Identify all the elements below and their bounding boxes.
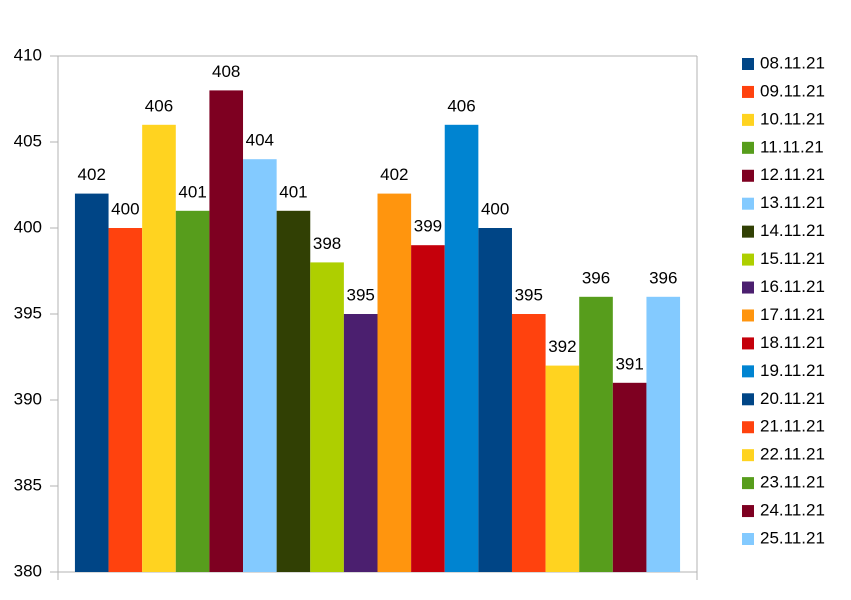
bar	[377, 193, 412, 572]
legend-label: 19.11.21	[760, 361, 825, 380]
legend-swatch	[742, 197, 754, 210]
legend-swatch	[742, 281, 754, 294]
legend-label: 13.11.21	[760, 193, 825, 212]
value-label: 400	[481, 199, 509, 218]
value-label: 396	[582, 268, 610, 287]
bar	[411, 245, 445, 572]
legend-swatch	[742, 449, 754, 462]
legend-label: 09.11.21	[760, 81, 825, 100]
legend-swatch	[742, 533, 754, 545]
bar	[612, 382, 647, 572]
value-label: 401	[279, 182, 307, 201]
bar	[142, 124, 176, 573]
bar	[646, 296, 681, 572]
y-tick-label: 380	[14, 561, 42, 580]
value-label: 406	[145, 96, 173, 115]
y-tick-label: 400	[14, 217, 42, 236]
value-label: 408	[212, 62, 240, 81]
value-label: 402	[380, 165, 408, 184]
bar	[74, 193, 109, 572]
legend-swatch	[742, 225, 754, 238]
value-label: 396	[649, 268, 677, 287]
bar	[343, 314, 378, 572]
legend-swatch	[742, 365, 754, 378]
y-tick-label: 405	[14, 131, 42, 150]
legend-swatch	[742, 477, 754, 490]
legend-label: 16.11.21	[760, 277, 825, 296]
legend-swatch	[742, 505, 754, 518]
legend-label: 10.11.21	[760, 109, 825, 128]
bar	[243, 159, 277, 572]
legend-label: 24.11.21	[760, 501, 825, 520]
value-label: 402	[78, 165, 106, 184]
legend-swatch	[742, 85, 754, 98]
legend-swatch	[742, 421, 754, 434]
value-label: 400	[111, 199, 139, 218]
legend-swatch	[742, 113, 754, 126]
legend-label: 21.11.21	[760, 417, 825, 436]
bar	[444, 124, 479, 573]
bar	[276, 210, 311, 573]
value-label: 395	[515, 285, 543, 304]
value-label: 406	[447, 96, 475, 115]
legend-swatch	[742, 309, 754, 322]
legend-swatch	[742, 337, 754, 350]
bar	[310, 262, 344, 572]
y-tick-label: 410	[14, 45, 42, 64]
legend-label: 25.11.21	[760, 528, 825, 547]
value-label: 392	[548, 337, 576, 356]
bar	[579, 296, 613, 572]
legend-label: 22.11.21	[760, 445, 825, 464]
value-label: 399	[414, 217, 442, 236]
legend-swatch	[742, 169, 754, 182]
value-label: 401	[178, 182, 206, 201]
legend-swatch	[742, 393, 754, 406]
legend-label: 15.11.21	[760, 249, 825, 268]
legend-swatch	[742, 58, 754, 70]
value-label: 404	[246, 131, 274, 150]
legend-label: 23.11.21	[760, 473, 825, 492]
legend-label: 11.11.21	[760, 137, 824, 156]
bar	[478, 228, 512, 572]
legend-label: 18.11.21	[760, 333, 825, 352]
legend-label: 14.11.21	[760, 221, 825, 240]
bar	[175, 210, 210, 573]
y-tick-label: 390	[14, 389, 42, 408]
bar	[209, 90, 244, 573]
value-label: 391	[615, 354, 643, 373]
bar	[545, 365, 580, 572]
legend-label: 20.11.21	[760, 389, 825, 408]
value-label: 395	[347, 285, 375, 304]
y-tick-label: 385	[14, 475, 42, 494]
legend-label: 08.11.21	[760, 53, 825, 72]
bar	[108, 228, 143, 572]
bar	[511, 314, 546, 572]
legend-label: 17.11.21	[760, 305, 825, 324]
value-label: 398	[313, 234, 341, 253]
legend-swatch	[742, 253, 754, 266]
legend-label: 12.11.21	[760, 165, 825, 184]
legend-swatch	[742, 141, 754, 154]
y-tick-label: 395	[14, 303, 42, 322]
